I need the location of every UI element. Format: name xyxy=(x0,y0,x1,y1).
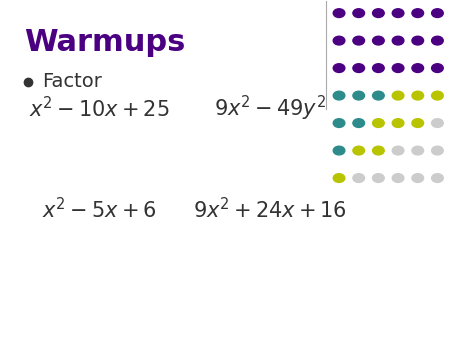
Circle shape xyxy=(412,174,423,183)
Circle shape xyxy=(432,9,443,18)
Circle shape xyxy=(432,91,443,100)
Circle shape xyxy=(373,64,384,72)
Circle shape xyxy=(373,36,384,45)
Circle shape xyxy=(333,119,345,127)
Text: Warmups: Warmups xyxy=(24,28,185,57)
Text: Factor: Factor xyxy=(42,72,102,91)
Circle shape xyxy=(333,9,345,18)
Circle shape xyxy=(412,36,423,45)
Text: $x^2 - 10x + 25$: $x^2 - 10x + 25$ xyxy=(30,96,170,121)
Circle shape xyxy=(333,64,345,72)
Circle shape xyxy=(412,9,423,18)
Circle shape xyxy=(373,119,384,127)
Circle shape xyxy=(432,36,443,45)
Circle shape xyxy=(333,91,345,100)
Circle shape xyxy=(392,174,404,183)
Circle shape xyxy=(412,64,423,72)
Circle shape xyxy=(333,174,345,183)
Circle shape xyxy=(392,91,404,100)
Circle shape xyxy=(373,91,384,100)
Text: $9x^2 - 49y^2$: $9x^2 - 49y^2$ xyxy=(214,94,326,123)
Circle shape xyxy=(373,146,384,155)
Circle shape xyxy=(353,146,364,155)
Circle shape xyxy=(432,119,443,127)
Circle shape xyxy=(412,146,423,155)
Circle shape xyxy=(392,9,404,18)
Circle shape xyxy=(412,119,423,127)
Circle shape xyxy=(392,146,404,155)
Circle shape xyxy=(432,64,443,72)
Circle shape xyxy=(353,119,364,127)
Circle shape xyxy=(432,146,443,155)
Circle shape xyxy=(392,64,404,72)
Circle shape xyxy=(353,91,364,100)
Circle shape xyxy=(353,174,364,183)
Circle shape xyxy=(392,36,404,45)
Circle shape xyxy=(373,9,384,18)
Text: $9x^2 + 24x + 16$: $9x^2 + 24x + 16$ xyxy=(193,197,346,222)
Circle shape xyxy=(333,146,345,155)
Circle shape xyxy=(392,119,404,127)
Circle shape xyxy=(353,64,364,72)
Circle shape xyxy=(432,174,443,183)
Circle shape xyxy=(373,174,384,183)
Circle shape xyxy=(353,9,364,18)
Text: $x^2 - 5x + 6$: $x^2 - 5x + 6$ xyxy=(42,197,157,222)
Circle shape xyxy=(412,91,423,100)
Circle shape xyxy=(353,36,364,45)
Circle shape xyxy=(333,36,345,45)
